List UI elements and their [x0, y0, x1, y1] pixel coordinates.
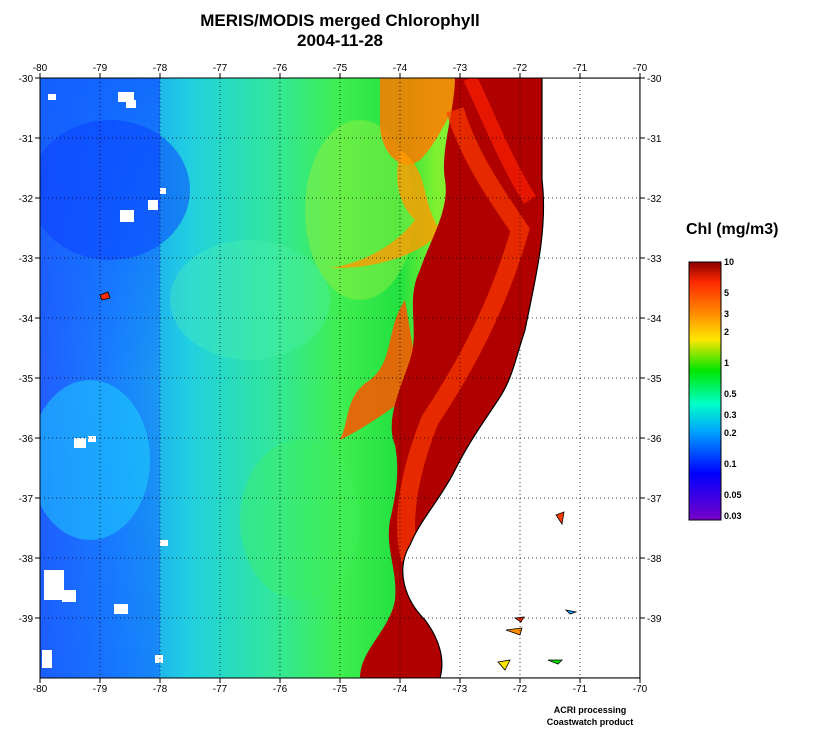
lon-tick-label-bottom: -73	[453, 684, 468, 695]
colorbar-label-2: 2	[724, 327, 730, 337]
map-date: 2004-11-28	[296, 31, 384, 50]
lon-tick-label-bottom: -70	[633, 684, 648, 695]
colorbar-label-0.2: 0.2	[724, 428, 737, 438]
lat-tick-label-left: -31	[19, 134, 34, 145]
graticule	[40, 78, 640, 678]
lat-tick-label-left: -33	[19, 254, 34, 265]
lat-tick-label-right: -37	[647, 494, 662, 505]
lon-tick-label-top: -73	[453, 63, 468, 74]
lat-tick-label-right: -36	[647, 434, 662, 445]
colorbar-label-0.05: 0.05	[724, 490, 742, 500]
colorbar-title: Chl (mg/m3)	[686, 221, 779, 238]
lon-tick-label-top: -79	[93, 63, 108, 74]
lat-tick-label-right: -30	[647, 74, 662, 85]
lon-tick-label-top: -71	[573, 63, 588, 74]
lat-tick-label-left: -34	[19, 314, 34, 325]
colorbar-label-10: 10	[724, 257, 735, 267]
lat-tick-label-left: -38	[19, 554, 34, 565]
colorbar-label-3: 3	[724, 309, 730, 319]
lon-tick-label-top: -72	[513, 63, 528, 74]
lon-tick-label-bottom: -80	[33, 684, 48, 695]
lon-tick-label-bottom: -75	[333, 684, 348, 695]
lat-tick-label-right: -34	[647, 314, 662, 325]
lat-tick-label-right: -32	[647, 194, 662, 205]
lon-tick-label-top: -80	[33, 63, 48, 74]
lon-tick-label-bottom: -79	[93, 684, 108, 695]
lon-tick-label-bottom: -74	[393, 684, 408, 695]
lat-tick-label-right: -39	[647, 614, 662, 625]
lon-tick-label-bottom: -78	[153, 684, 168, 695]
lat-tick-label-left: -36	[19, 434, 34, 445]
lat-tick-label-right: -38	[647, 554, 662, 565]
colorbar-label-0.03: 0.03	[724, 511, 742, 521]
colorbar-label-5: 5	[724, 288, 730, 298]
credit-product: Coastwatch product	[546, 717, 634, 727]
tick-labels: -80 -80 -79 -79 -78 -78 -77 -77 -76 -76 -75 -75 -74 -…	[19, 63, 662, 695]
tick-marks	[35, 73, 645, 683]
lon-tick-label-top: -70	[633, 63, 648, 74]
lon-tick-label-top: -78	[153, 63, 168, 74]
lon-tick-label-top: -77	[213, 63, 228, 74]
lat-tick-label-right: -33	[647, 254, 662, 265]
lat-tick-label-left: -39	[19, 614, 34, 625]
lon-tick-label-top: -74	[393, 63, 408, 74]
lat-tick-label-left: -35	[19, 374, 34, 385]
colorbar-label-0.3: 0.3	[724, 410, 737, 420]
colorbar-label-0.5: 0.5	[724, 389, 737, 399]
colorbar-label-0.1: 0.1	[724, 459, 737, 469]
lon-tick-label-top: -76	[273, 63, 288, 74]
colorbar-label-1: 1	[724, 358, 730, 368]
lon-tick-label-bottom: -76	[273, 684, 288, 695]
lon-tick-label-top: -75	[333, 63, 348, 74]
colorbar	[688, 261, 722, 521]
lon-tick-label-bottom: -77	[213, 684, 228, 695]
lat-tick-label-right: -31	[647, 134, 662, 145]
lat-tick-label-right: -35	[647, 374, 662, 385]
lat-tick-label-left: -30	[19, 74, 34, 85]
credit-processing: ACRI processing	[553, 705, 627, 715]
map-title: MERIS/MODIS merged Chlorophyll	[200, 11, 480, 30]
lon-tick-label-bottom: -72	[513, 684, 528, 695]
lat-tick-label-left: -32	[19, 194, 34, 205]
lat-tick-label-left: -37	[19, 494, 34, 505]
lon-tick-label-bottom: -71	[573, 684, 588, 695]
